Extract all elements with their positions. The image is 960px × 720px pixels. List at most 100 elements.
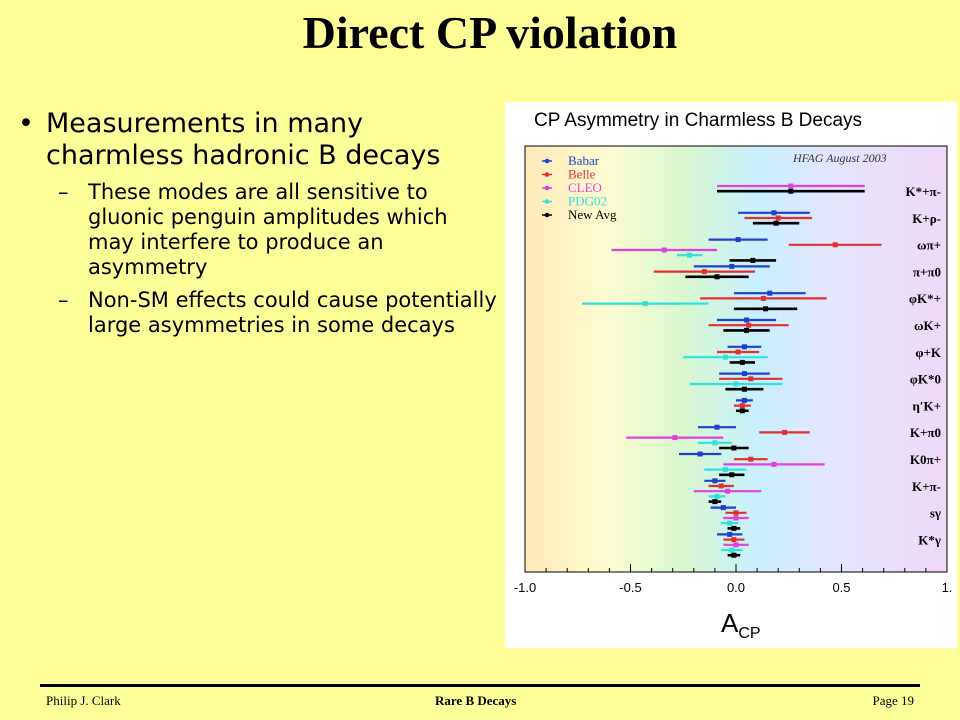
sub-bullet-2-text: Non-SM effects could cause potentially l… bbox=[88, 288, 497, 337]
data-point-babar bbox=[729, 263, 735, 269]
legend-swatch-marker bbox=[544, 172, 550, 177]
data-point-new-avg bbox=[731, 525, 737, 531]
x-axis-label-sub: CP bbox=[738, 625, 760, 642]
legend-label-new-avg: New Avg bbox=[568, 207, 617, 222]
data-point-babar bbox=[697, 451, 703, 457]
data-point-belle bbox=[746, 322, 752, 328]
footer-topic: Rare B Decays bbox=[435, 693, 517, 708]
plot-area bbox=[524, 145, 948, 573]
bullet-dash: – bbox=[58, 288, 69, 312]
legend-swatch-marker bbox=[544, 158, 550, 164]
data-point-new-avg bbox=[731, 445, 737, 451]
data-point-babar bbox=[744, 317, 750, 323]
footer-page: Page 19 bbox=[872, 693, 914, 708]
data-point-pdg02 bbox=[642, 301, 648, 307]
data-point-babar bbox=[720, 505, 726, 511]
data-point-pdg02 bbox=[727, 520, 733, 526]
data-point-new-avg bbox=[744, 327, 750, 333]
mode-label: φK*+ bbox=[909, 291, 941, 306]
legend-label-pdg02: PDG02 bbox=[568, 194, 607, 209]
data-point-babar bbox=[771, 210, 777, 216]
chart-title: CP Asymmetry in Charmless B Decays bbox=[534, 110, 862, 131]
mode-label: φ+K bbox=[915, 345, 942, 360]
footer: Philip J. Clark Rare B Decays Page 19 bbox=[40, 684, 920, 708]
data-point-belle bbox=[733, 510, 739, 516]
data-point-new-avg bbox=[788, 188, 794, 194]
data-point-pdg02 bbox=[722, 467, 728, 473]
data-point-new-avg bbox=[739, 359, 745, 365]
sub-bullet-1: – These modes are all sensitive to gluon… bbox=[58, 180, 498, 280]
x-tick-label: 1. bbox=[942, 580, 953, 595]
mode-label: φK*0 bbox=[910, 372, 941, 387]
data-point-pdg02 bbox=[729, 547, 735, 553]
data-point-pdg02 bbox=[714, 493, 720, 499]
mode-label: K+ρ- bbox=[912, 211, 941, 226]
data-point-belle bbox=[782, 429, 788, 435]
data-point-cleo bbox=[733, 542, 739, 548]
mode-label: ωK+ bbox=[914, 318, 941, 333]
data-point-babar bbox=[767, 290, 773, 296]
mode-label: K*γ bbox=[918, 532, 941, 547]
data-point-belle bbox=[832, 242, 838, 248]
data-point-pdg02 bbox=[712, 440, 718, 446]
data-point-pdg02 bbox=[733, 381, 739, 387]
cp-asymmetry-figure: CP Asymmetry in Charmless B Decays HFAG … bbox=[505, 102, 957, 648]
data-point-belle bbox=[701, 269, 707, 275]
data-point-pdg02 bbox=[722, 354, 728, 360]
data-point-belle bbox=[760, 295, 766, 301]
data-point-belle bbox=[739, 403, 745, 409]
data-point-cleo bbox=[788, 183, 794, 189]
data-point-belle bbox=[748, 456, 754, 462]
x-tick-label: -0.5 bbox=[619, 580, 641, 595]
mode-label: K+π- bbox=[912, 479, 941, 494]
bullet-dash: – bbox=[58, 180, 69, 204]
data-point-cleo bbox=[672, 435, 678, 441]
x-axis-label: ACP bbox=[721, 608, 761, 642]
data-point-new-avg bbox=[731, 552, 737, 558]
mode-label: ωπ+ bbox=[917, 238, 941, 253]
data-point-babar bbox=[735, 237, 741, 243]
data-point-babar bbox=[741, 344, 747, 350]
data-point-babar bbox=[712, 478, 718, 484]
chart-marks bbox=[581, 183, 882, 558]
data-point-new-avg bbox=[773, 220, 779, 226]
data-point-belle bbox=[735, 349, 741, 355]
legend-label-belle: Belle bbox=[568, 167, 596, 182]
bullet-main-text: Measurements in many charmless hadronic … bbox=[46, 108, 441, 171]
legend-swatch-marker bbox=[544, 199, 550, 204]
slide-title: Direct CP violation bbox=[302, 7, 678, 58]
data-point-cleo bbox=[661, 247, 667, 253]
data-point-babar bbox=[727, 531, 733, 537]
data-point-pdg02 bbox=[687, 252, 693, 258]
mode-label: K*+π- bbox=[906, 184, 941, 199]
data-point-cleo bbox=[725, 488, 731, 494]
bullet-dot: • bbox=[18, 108, 34, 139]
data-point-new-avg bbox=[739, 408, 745, 414]
mode-label: sγ bbox=[930, 506, 941, 521]
data-point-new-avg bbox=[714, 274, 720, 280]
data-point-babar bbox=[741, 371, 747, 377]
legend-swatch-marker bbox=[544, 185, 550, 191]
legend-label-babar: Babar bbox=[568, 153, 600, 168]
data-point-cleo bbox=[733, 515, 739, 521]
bullet-main: • Measurements in many charmless hadroni… bbox=[18, 108, 498, 172]
footer-author: Philip J. Clark bbox=[46, 693, 121, 708]
data-point-belle bbox=[775, 215, 781, 221]
sub-bullet-2: – Non-SM effects could cause potentially… bbox=[58, 288, 498, 338]
bullet-list: • Measurements in many charmless hadroni… bbox=[18, 108, 498, 338]
x-tick-label: -1.0 bbox=[514, 580, 536, 595]
data-point-belle bbox=[731, 537, 737, 543]
data-point-belle bbox=[718, 483, 724, 489]
data-point-babar bbox=[714, 424, 720, 430]
data-point-cleo bbox=[771, 461, 777, 467]
mode-label: K+π0 bbox=[910, 425, 941, 440]
hfag-annotation: HFAG August 2003 bbox=[792, 151, 887, 165]
mode-label: K0π+ bbox=[910, 452, 941, 467]
x-axis-ticks: -1.0 -0.5 0.0 0.5 1. bbox=[514, 564, 953, 595]
cp-asymmetry-chart: CP Asymmetry in Charmless B Decays HFAG … bbox=[514, 110, 953, 642]
data-point-belle bbox=[748, 376, 754, 382]
legend-swatch-marker bbox=[544, 212, 550, 218]
mode-labels: K*+π- K+ρ-ωπ+ π+π0 φK*+ ωK+ φ+K φK*0 η′K+ K+π0 K0… bbox=[906, 184, 942, 547]
data-point-babar bbox=[741, 397, 747, 403]
